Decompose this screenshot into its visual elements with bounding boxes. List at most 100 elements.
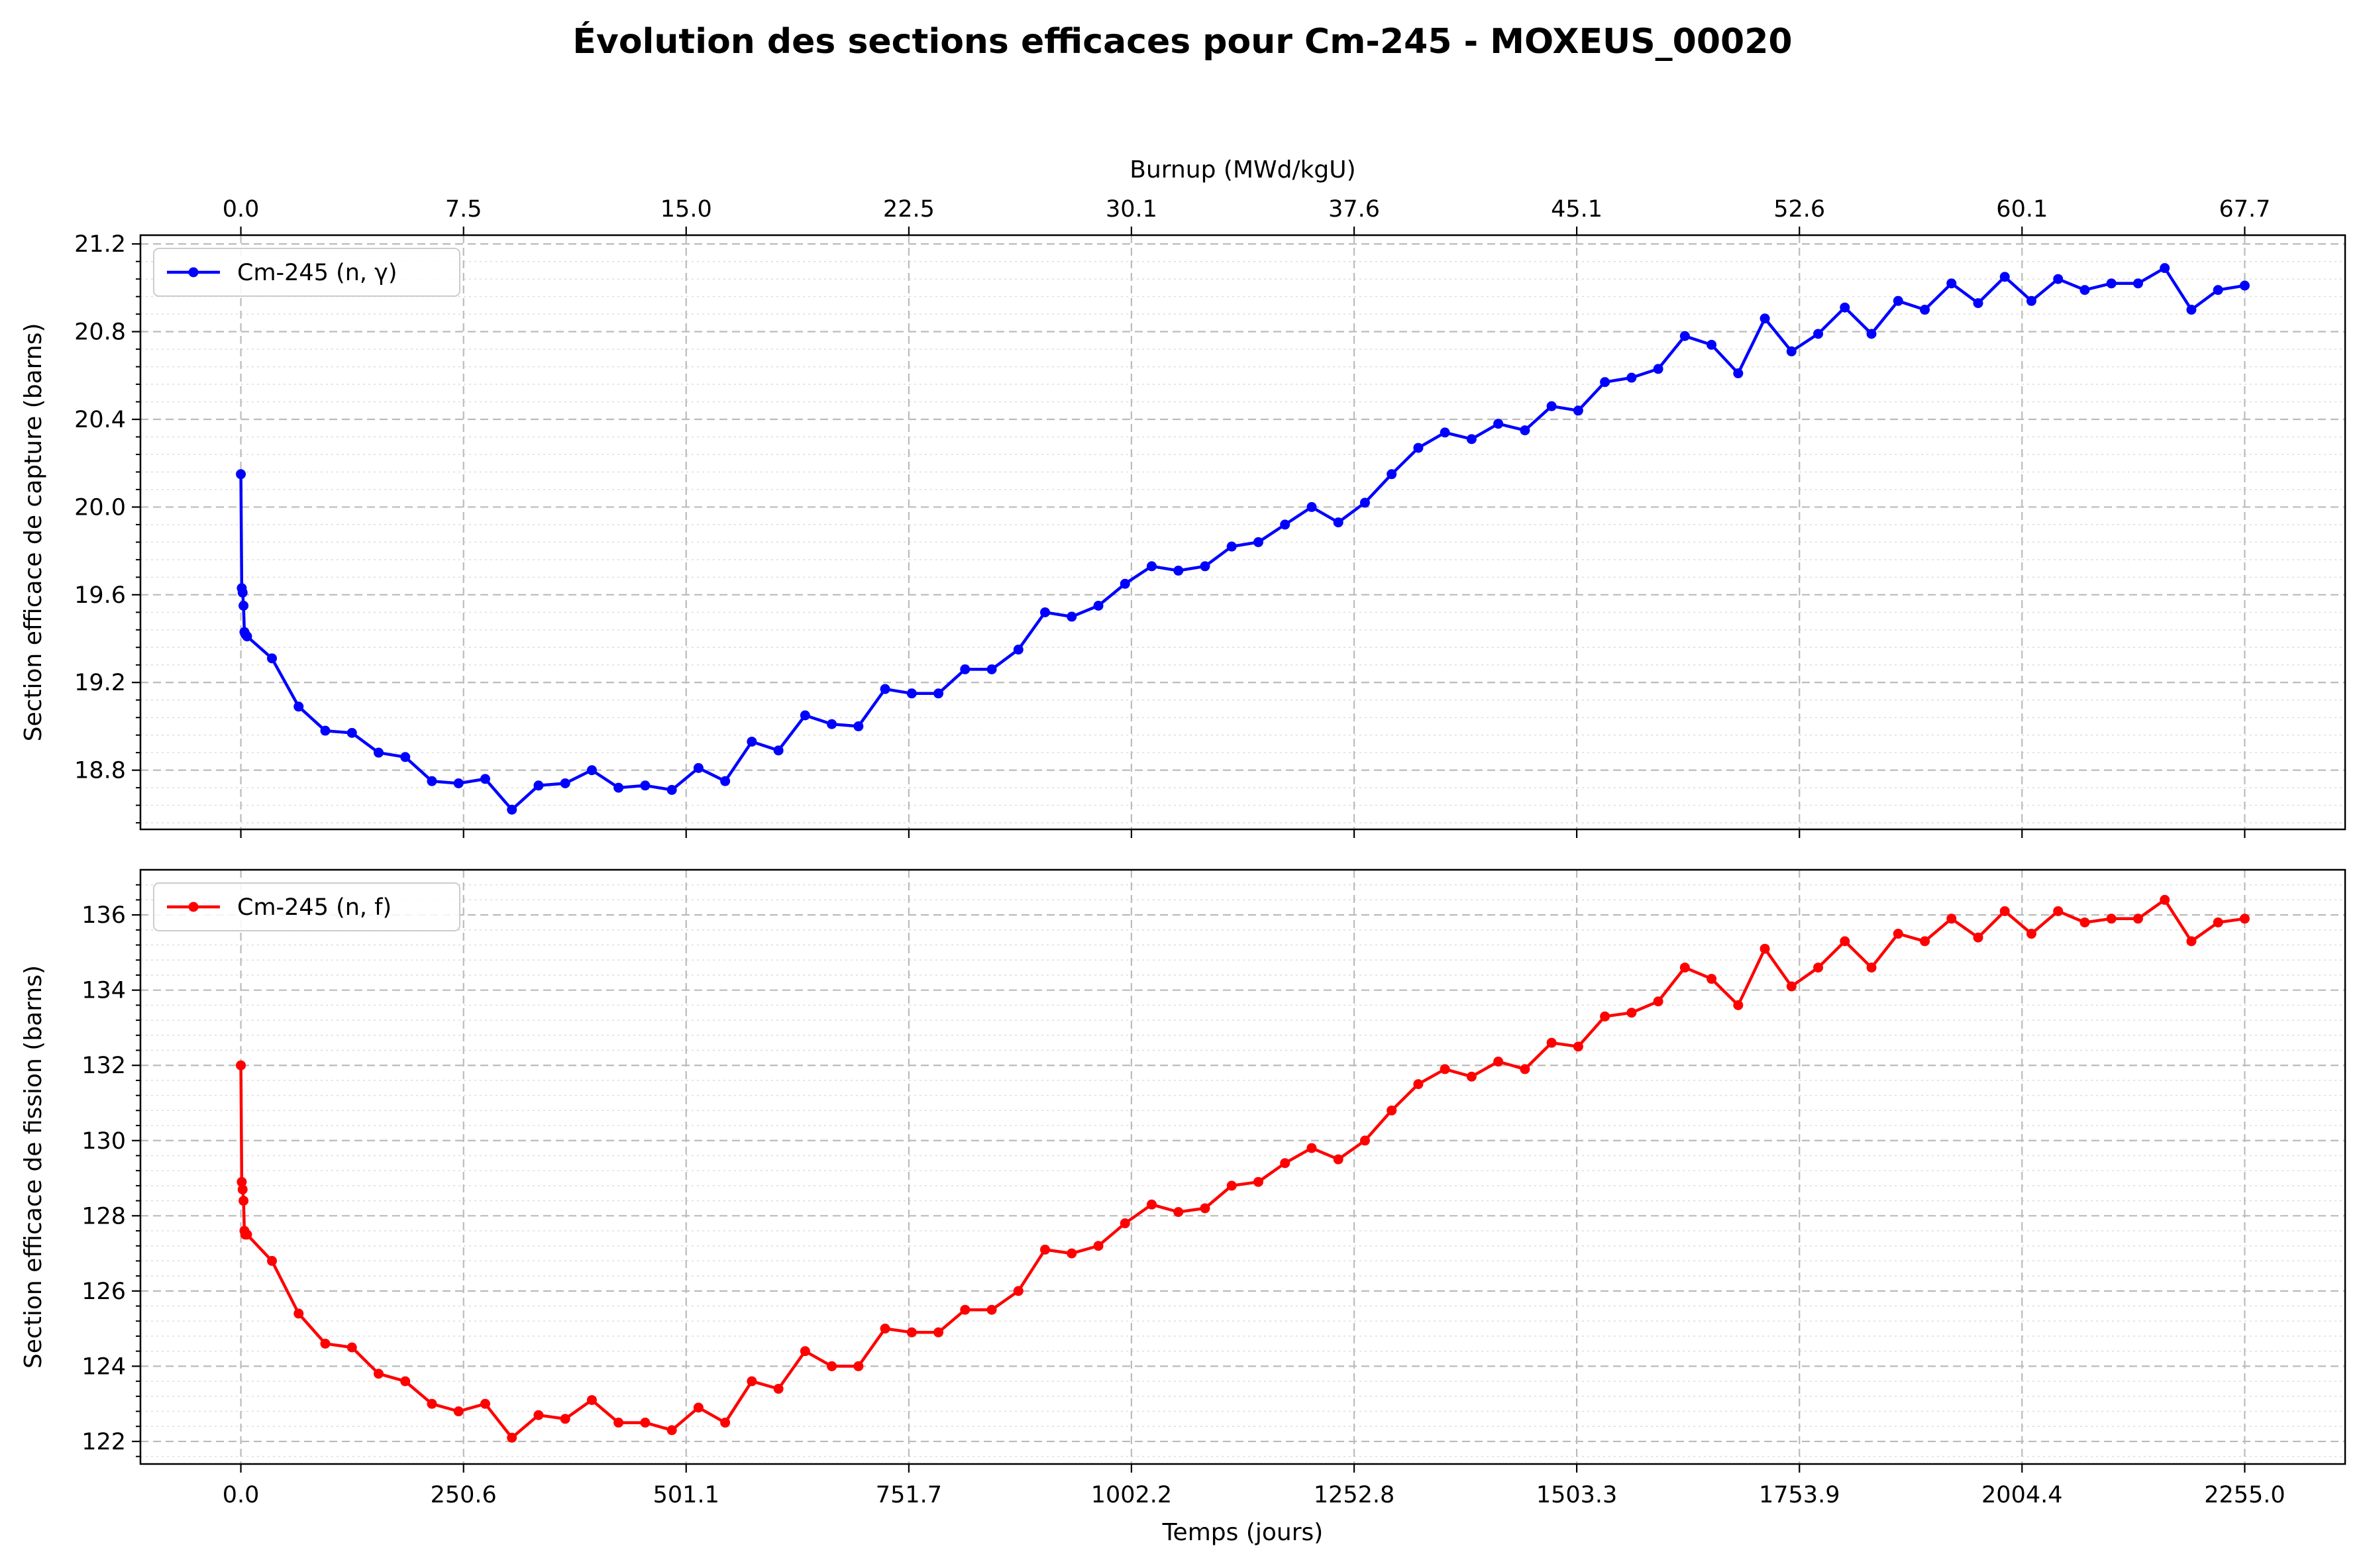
data-point (1120, 578, 1130, 589)
data-point (800, 1346, 810, 1357)
data-point (2132, 914, 2143, 924)
data-point (236, 1176, 247, 1187)
data-point (773, 745, 784, 756)
data-point (242, 1229, 252, 1240)
y-tick-label: 134 (81, 978, 126, 1004)
data-point (1493, 419, 1504, 429)
data-point (293, 702, 304, 712)
data-point (1093, 600, 1104, 611)
y-axis-label: Section efficace de capture (barns) (20, 323, 47, 742)
data-point (236, 1060, 246, 1071)
data-point (1226, 541, 1237, 552)
series-line (239, 898, 2245, 1439)
data-point (853, 721, 864, 731)
data-point (1733, 1000, 1744, 1010)
legend-label: Cm-245 (n, f) (237, 894, 392, 921)
data-point (1786, 981, 1797, 992)
data-point (1333, 517, 1343, 528)
data-point (346, 1342, 357, 1353)
x-tick-label: 1002.2 (1091, 1482, 1172, 1508)
legend-box (153, 248, 460, 297)
x-tick-label: 751.7 (876, 1482, 942, 1508)
data-point (1626, 372, 1637, 383)
data-point (1707, 974, 1717, 984)
data-point (2160, 263, 2170, 274)
data-point (1013, 1286, 1024, 1296)
data-point (238, 1196, 249, 1206)
data-point (1147, 561, 1157, 572)
data-point (480, 774, 490, 784)
data-point (586, 765, 597, 776)
x-tick-label: 1753.9 (1759, 1482, 1840, 1508)
x2-tick-label: 67.7 (2219, 196, 2270, 223)
data-point (533, 780, 544, 791)
data-point (1973, 298, 1983, 309)
data-point (1653, 364, 1663, 374)
x-tick-label: 501.1 (653, 1482, 719, 1508)
data-point (1999, 272, 2010, 282)
data-point (533, 1410, 544, 1420)
legend-label: Cm-245 (n, γ) (237, 260, 397, 286)
data-point (1466, 434, 1477, 444)
data-point (2239, 914, 2250, 924)
data-point (1653, 996, 1663, 1007)
data-point (427, 1398, 437, 1409)
data-point (320, 725, 331, 736)
data-point (1893, 295, 1903, 306)
data-point (1920, 305, 1930, 315)
data-point (960, 664, 971, 674)
y-tick-label: 20.8 (74, 319, 126, 346)
data-point (2053, 274, 2064, 284)
y-tick-label: 132 (81, 1053, 126, 1079)
data-point (1520, 1064, 1530, 1074)
data-point (2106, 914, 2117, 924)
data-point (1226, 1180, 1237, 1191)
data-point (827, 719, 837, 729)
data-point (720, 1418, 731, 1428)
data-point (1493, 1057, 1504, 1067)
y-tick-label: 124 (81, 1353, 126, 1380)
data-point (238, 600, 249, 611)
data-point (1679, 331, 1690, 341)
data-point (400, 1376, 411, 1386)
data-point (293, 1308, 304, 1319)
data-point (1333, 1154, 1343, 1165)
y-tick-label: 126 (81, 1279, 126, 1305)
data-point (2160, 894, 2170, 905)
data-point (2132, 278, 2143, 289)
data-point (1359, 497, 1370, 508)
data-point (373, 747, 384, 758)
x-tick-label: 1252.8 (1314, 1482, 1394, 1508)
data-point (1173, 1207, 1184, 1218)
data-point (1040, 607, 1051, 617)
data-point (586, 1394, 597, 1405)
data-point (1973, 932, 1983, 943)
y-tick-label: 20.0 (74, 494, 126, 521)
data-point (1440, 427, 1450, 438)
data-point (1413, 1079, 1424, 1090)
data-point (1040, 1244, 1051, 1255)
data-point (1387, 1105, 1397, 1116)
data-point (640, 780, 651, 791)
data-point (1920, 936, 1930, 947)
data-point (373, 1369, 384, 1379)
plot-frame (139, 868, 2346, 1465)
data-point (747, 1376, 757, 1386)
data-point (1067, 611, 1077, 622)
data-point (2213, 917, 2223, 927)
data-point (1013, 645, 1024, 655)
data-point (560, 1414, 570, 1424)
data-point (1306, 1143, 1317, 1153)
data-point (880, 684, 890, 694)
data-point (613, 1418, 624, 1428)
data-point (507, 804, 517, 815)
y-tick-label: 122 (81, 1429, 126, 1455)
series-line (239, 266, 2245, 811)
data-point (427, 776, 437, 786)
x2-tick-label: 60.1 (1996, 196, 2048, 223)
data-point (2213, 285, 2223, 295)
data-point (933, 688, 944, 699)
data-point (613, 782, 624, 793)
legend-marker (188, 902, 199, 912)
